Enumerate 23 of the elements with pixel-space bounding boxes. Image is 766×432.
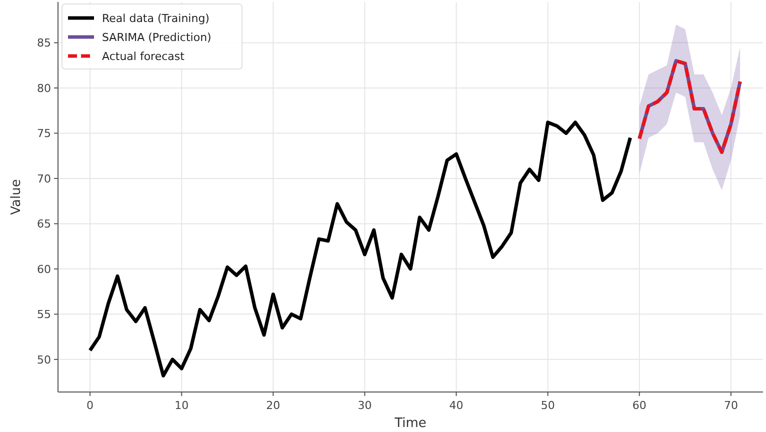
x-tick-label: 60 <box>632 399 646 412</box>
line-series <box>88 120 632 378</box>
x-tick-label: 0 <box>86 399 94 412</box>
y-tick-label: 70 <box>37 172 51 186</box>
y-tick-label: 65 <box>37 218 51 231</box>
y-axis-title: Value <box>9 179 24 215</box>
x-tick-label: 10 <box>174 399 189 412</box>
legend-label: Actual forecast <box>102 50 186 63</box>
y-tick-label: 55 <box>37 308 51 322</box>
x-tick-label: 20 <box>266 399 280 412</box>
legend-label: Real data (Training) <box>102 12 210 25</box>
y-tick-label: 85 <box>37 36 51 50</box>
y-tick-label: 50 <box>37 353 51 366</box>
x-tick-label: 50 <box>540 399 555 412</box>
x-tick-label: 30 <box>358 399 372 412</box>
legend-label: SARIMA (Prediction) <box>102 31 212 44</box>
x-axis-title: Time <box>394 416 426 431</box>
x-tick-label: 40 <box>449 399 464 412</box>
x-tick-label: 70 <box>724 399 738 412</box>
y-tick-label: 75 <box>37 127 51 140</box>
y-tick-label: 60 <box>37 262 51 276</box>
line-series <box>638 59 742 154</box>
y-tick-label: 80 <box>37 82 51 95</box>
